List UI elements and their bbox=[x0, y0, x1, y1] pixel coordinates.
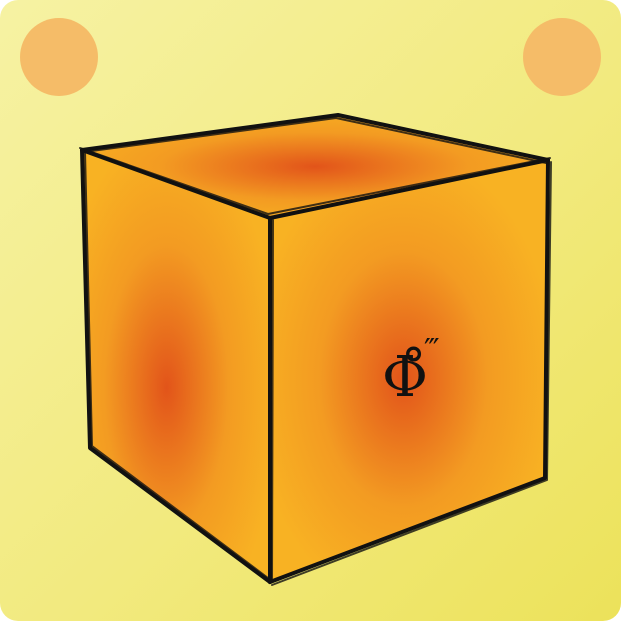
cube-symbol: Φ̊ bbox=[382, 345, 428, 410]
cube-left-face bbox=[82, 150, 270, 582]
cube-symbol-primes: ‴ bbox=[424, 333, 440, 368]
corner-dot-top-left bbox=[20, 18, 98, 96]
cube-edges bbox=[79, 113, 552, 586]
cube-top-face bbox=[82, 115, 548, 218]
corner-dot-top-right bbox=[523, 18, 601, 96]
cube-right-face bbox=[270, 160, 548, 582]
